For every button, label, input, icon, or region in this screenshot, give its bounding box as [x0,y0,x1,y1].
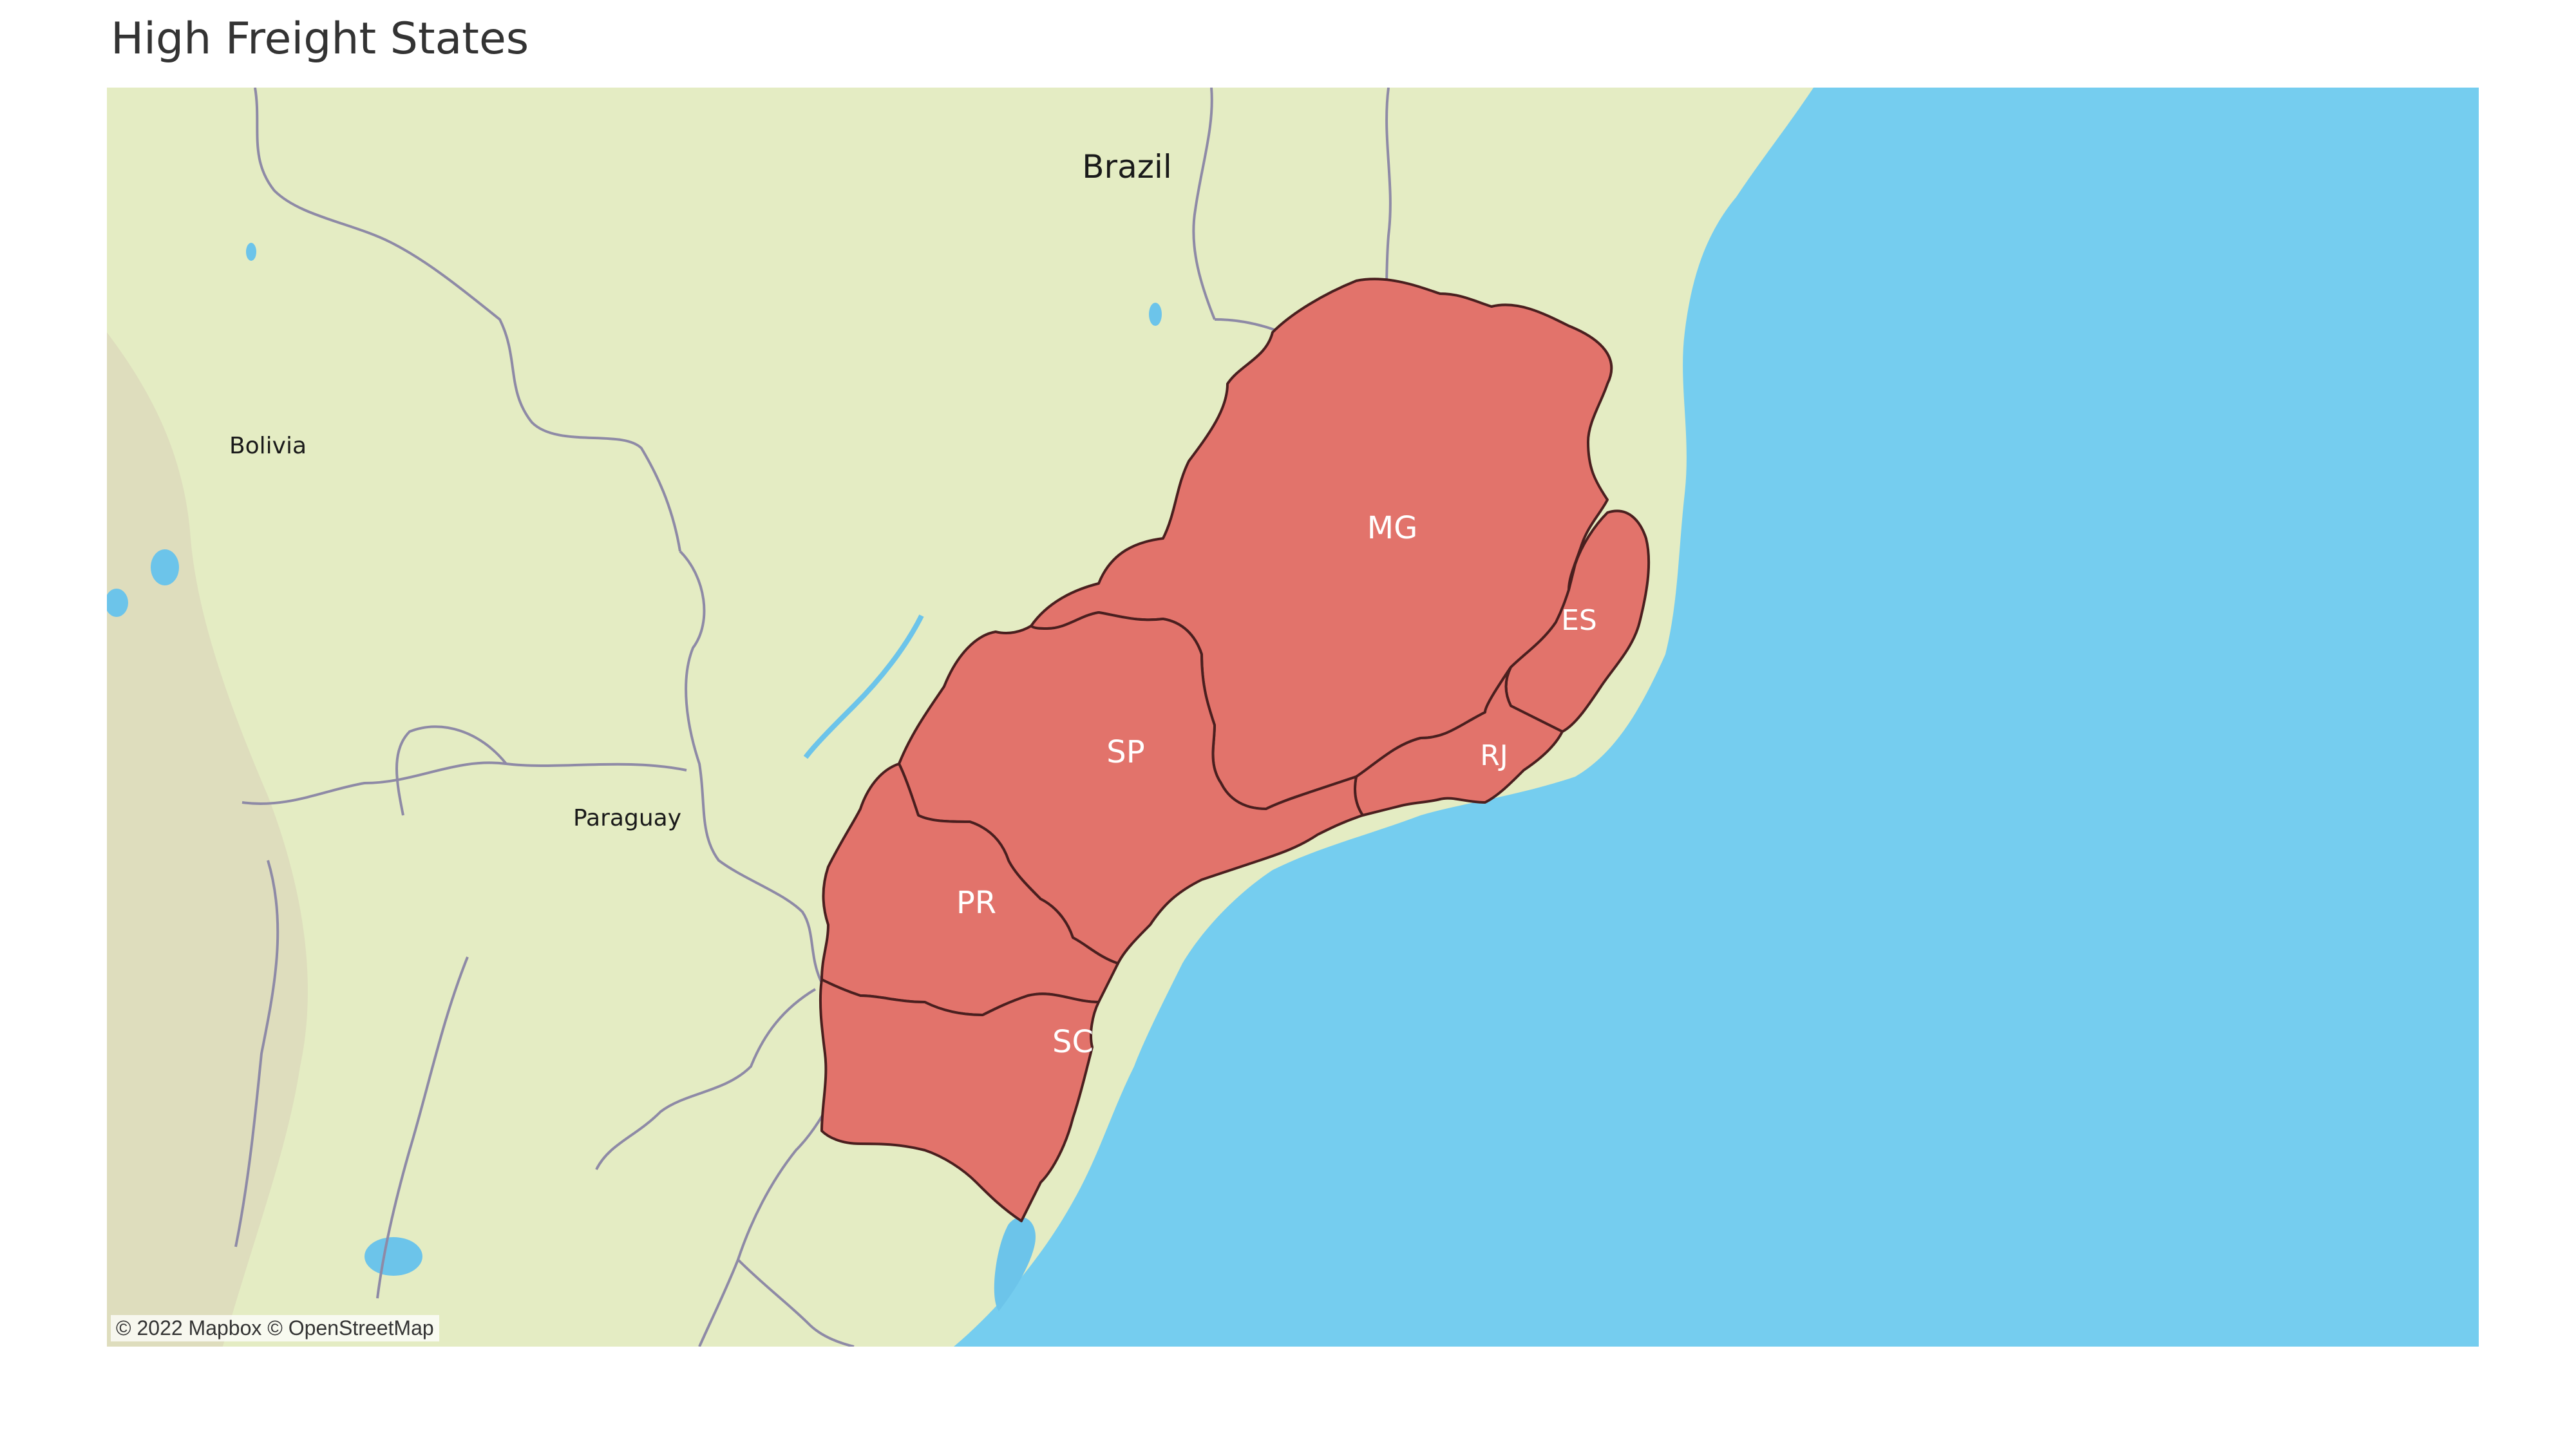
country-borders [234,88,1392,1347]
lake [365,1237,422,1276]
river [803,614,924,759]
ocean [954,88,2479,1347]
map-view[interactable]: Brazil Bolivia Paraguay MG ES RJ SP PR S… [107,88,2479,1347]
state-region-rj[interactable] [1354,666,1564,817]
country-label-bolivia: Bolivia [229,433,307,459]
highlighted-states [819,278,1651,1222]
state-region-es[interactable] [1504,509,1651,733]
lagoon [994,1217,1036,1311]
lake [151,549,179,585]
state-region-sc[interactable] [819,978,1100,1222]
state-label-rj: RJ [1480,739,1508,772]
state-label-sp: SP [1106,734,1144,770]
state-label-pr: PR [956,885,996,921]
lake [107,589,128,617]
state-label-es: ES [1561,604,1597,637]
map-attribution[interactable]: © 2022 Mapbox © OpenStreetMap [111,1315,439,1341]
page-title: High Freight States [111,14,529,64]
lake [1149,303,1162,326]
state-label-mg: MG [1367,510,1418,546]
lake [246,243,256,261]
country-label-paraguay: Paraguay [573,805,681,831]
state-label-sc: SC [1052,1024,1094,1060]
map-canvas[interactable]: Brazil Bolivia Paraguay MG ES RJ SP PR S… [107,88,2479,1347]
country-label-brazil: Brazil [1082,148,1172,185]
